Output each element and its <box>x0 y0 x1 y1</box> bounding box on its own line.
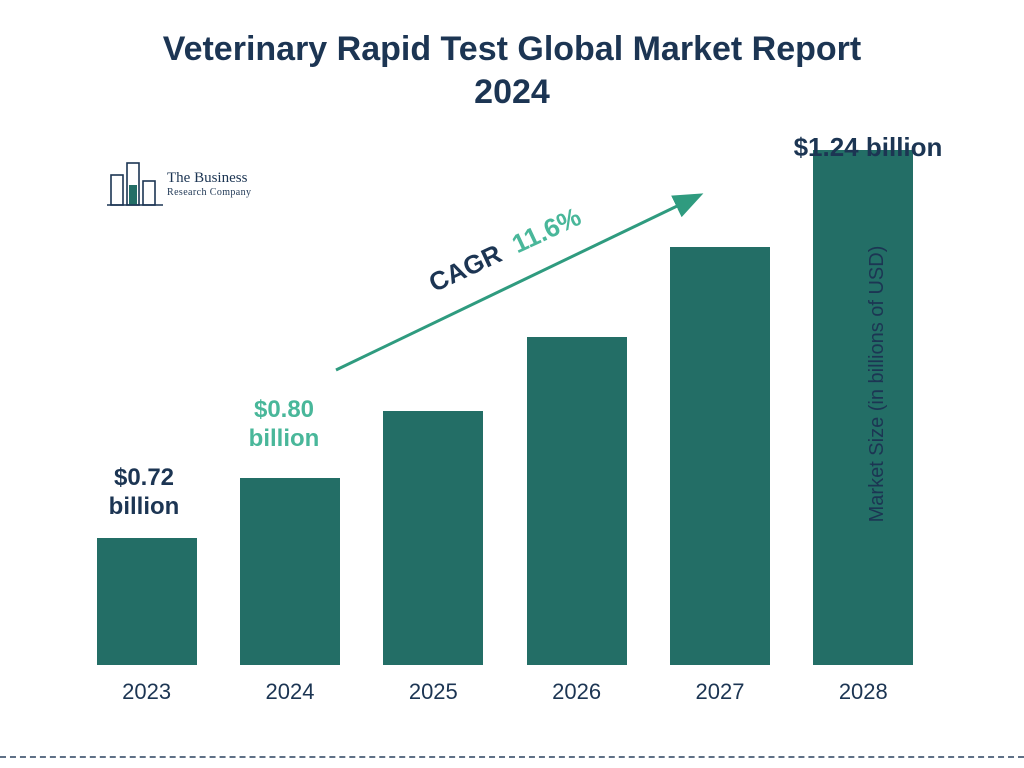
title-line-2: 2024 <box>474 73 550 111</box>
bar-slot <box>368 411 498 665</box>
bar-slot <box>655 247 785 665</box>
bar-chart: 2023 2024 2025 2026 2027 2028 <box>75 120 935 715</box>
bars-container <box>75 120 935 665</box>
bar <box>527 337 627 665</box>
x-axis-label: 2025 <box>368 679 498 705</box>
x-axis: 2023 2024 2025 2026 2027 2028 <box>75 679 935 705</box>
bar <box>97 538 197 665</box>
bottom-dashed-border <box>0 756 1024 758</box>
y-axis-title: Market Size (in billions of USD) <box>866 246 889 523</box>
bar-slot <box>798 150 928 665</box>
bar <box>670 247 770 665</box>
x-axis-label: 2023 <box>82 679 212 705</box>
title-line-1: Veterinary Rapid Test Global Market Repo… <box>163 30 861 68</box>
bar-slot <box>225 478 355 665</box>
bar-slot <box>82 538 212 665</box>
bar <box>240 478 340 665</box>
x-axis-label: 2027 <box>655 679 785 705</box>
bar <box>383 411 483 665</box>
x-axis-label: 2026 <box>512 679 642 705</box>
value-callout: $0.72billion <box>84 464 204 522</box>
x-axis-label: 2028 <box>798 679 928 705</box>
chart-title: Veterinary Rapid Test Global Market Repo… <box>0 28 1024 113</box>
bar-slot <box>512 337 642 665</box>
bar <box>813 150 913 665</box>
x-axis-label: 2024 <box>225 679 355 705</box>
value-callout: $1.24 billion <box>758 132 978 163</box>
value-callout: $0.80billion <box>224 396 344 454</box>
chart-canvas: { "title_line1": "Veterinary Rapid Test … <box>0 0 1024 768</box>
